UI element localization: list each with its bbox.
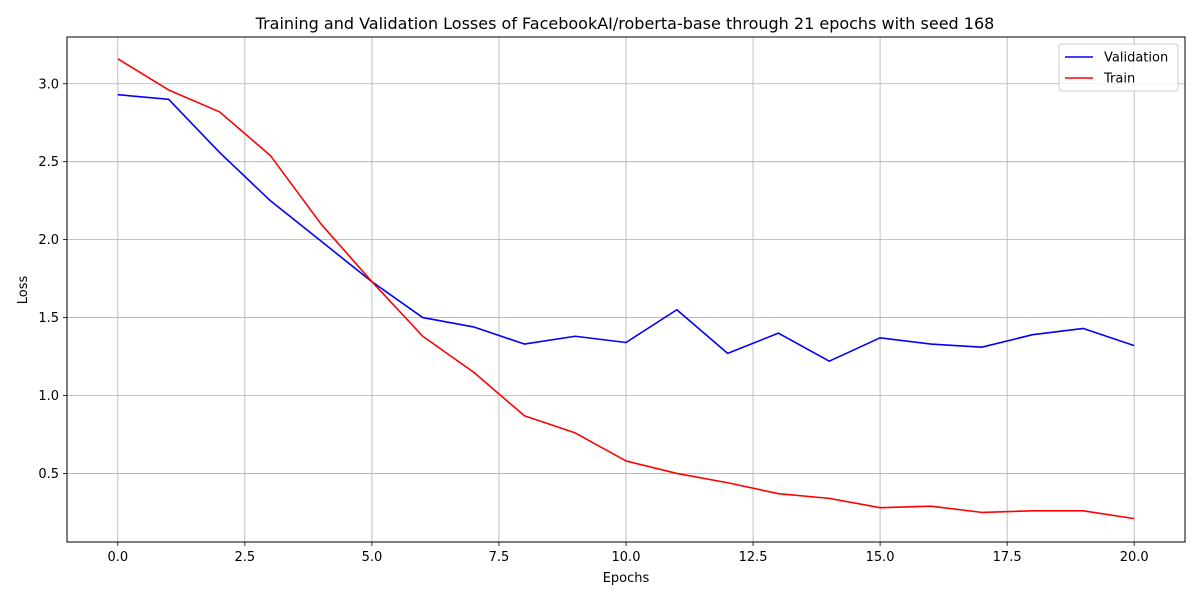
legend-label-validation: Validation xyxy=(1104,51,1168,66)
series-line-train xyxy=(117,58,1135,520)
x-tick-label: 0.0 xyxy=(107,550,128,565)
y-axis-ticks: 0.5 1.0 1.5 2.0 2.5 3.0 xyxy=(38,77,67,482)
legend: Validation Train xyxy=(1058,43,1179,92)
chart-title: Training and Validation Losses of Facebo… xyxy=(255,14,995,33)
x-tick-label: 17.5 xyxy=(993,550,1022,565)
y-axis-title: Loss xyxy=(16,276,31,305)
x-tick-label: 2.5 xyxy=(235,550,256,565)
x-axis-ticks: 0.0 2.5 5.0 7.5 10.0 12.5 15.0 17.5 20.0 xyxy=(107,542,1149,565)
x-tick-label: 15.0 xyxy=(866,550,895,565)
legend-box xyxy=(1058,43,1179,92)
series-lines xyxy=(117,58,1135,520)
legend-label-train: Train xyxy=(1103,72,1135,87)
y-tick-label: 2.5 xyxy=(38,155,59,170)
x-tick-label: 7.5 xyxy=(489,550,510,565)
y-tick-label: 1.0 xyxy=(38,389,59,404)
x-tick-label: 20.0 xyxy=(1120,550,1149,565)
x-tick-label: 12.5 xyxy=(739,550,768,565)
y-tick-label: 2.0 xyxy=(38,233,59,248)
x-tick-label: 5.0 xyxy=(362,550,383,565)
y-tick-label: 3.0 xyxy=(38,77,59,92)
series-line-validation xyxy=(117,93,1135,363)
y-tick-label: 0.5 xyxy=(38,467,59,482)
x-tick-label: 10.0 xyxy=(612,550,641,565)
y-tick-label: 1.5 xyxy=(38,311,59,326)
x-axis-title: Epochs xyxy=(603,571,650,586)
grid xyxy=(67,37,1185,542)
